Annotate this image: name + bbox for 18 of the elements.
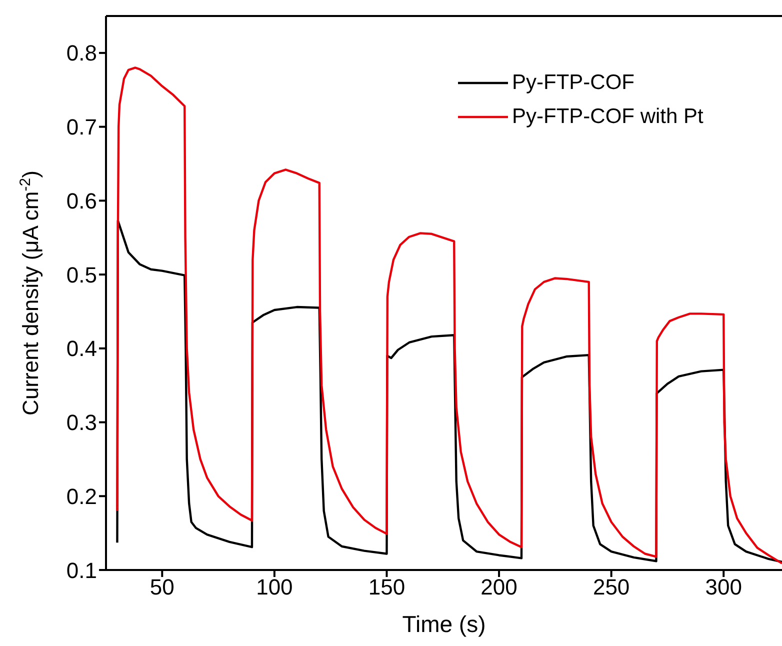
x-tick-label: 50 xyxy=(150,574,174,600)
y-tick-label: 0.1 xyxy=(66,558,97,583)
y-tick-label: 0.5 xyxy=(66,262,97,288)
y-tick-label: 0.6 xyxy=(66,188,97,214)
x-tick-label: 150 xyxy=(368,574,406,600)
x-tick-label: 100 xyxy=(256,574,293,600)
y-tick-label: 0.2 xyxy=(66,484,97,509)
y-tick-label: 0.7 xyxy=(66,114,97,140)
y-tick-label: 0.4 xyxy=(66,336,97,362)
legend-label: Py-FTP-COF with Pt xyxy=(512,104,704,130)
x-tick-label: 200 xyxy=(480,574,518,600)
x-axis-title: Time (s) xyxy=(402,611,486,637)
x-tick-label: 300 xyxy=(705,574,742,600)
x-tick-label: 250 xyxy=(592,574,630,600)
y-tick-label: 0.8 xyxy=(66,40,97,66)
line-series xyxy=(116,66,782,564)
legend-label: Py-FTP-COF xyxy=(512,70,634,96)
y-tick-label: 0.3 xyxy=(66,410,97,436)
